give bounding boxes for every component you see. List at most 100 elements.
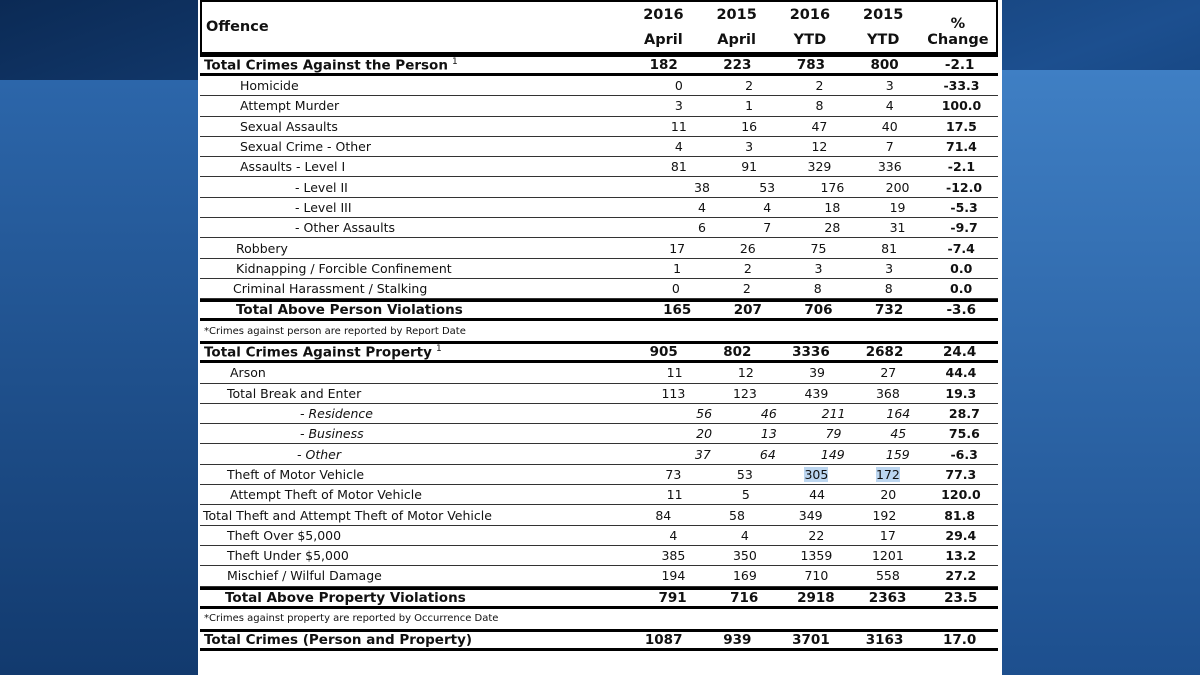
cell-value: 716: [708, 590, 780, 606]
value-text: 3: [885, 260, 894, 276]
value-text: 44: [809, 487, 826, 503]
value-text: 27: [880, 365, 897, 381]
value-text: 1: [673, 260, 682, 276]
value-text: -2.1: [944, 57, 975, 73]
value-text: 23.5: [944, 589, 978, 606]
value-text: 81: [881, 240, 898, 256]
label-text: Homicide: [240, 78, 299, 94]
value-text: 20: [696, 426, 713, 442]
row-label: Assaults - Level I: [200, 159, 644, 174]
label-text: Robbery: [236, 240, 288, 256]
cell-value: 22: [781, 528, 853, 543]
value-text: 149: [820, 446, 845, 462]
value-text: 336: [877, 159, 902, 175]
value-text: 3: [745, 139, 754, 155]
value-text: 6: [698, 220, 706, 236]
cell-value: 17: [852, 528, 924, 543]
cell-value: 2: [711, 281, 782, 296]
cell-value: 0.0: [924, 281, 998, 296]
value-text: 39: [809, 365, 826, 381]
cell-value: 17: [642, 241, 713, 256]
value-text: 3336: [792, 344, 830, 361]
value-text: 4: [740, 527, 749, 543]
row-label: Robbery: [200, 241, 642, 256]
row-label: Homicide: [200, 78, 644, 93]
value-text: 2: [815, 78, 824, 94]
value-text: 207: [733, 302, 762, 319]
cell-value: 120.0: [924, 487, 998, 502]
header-row: Offence 2016 April 2015 April 2016 YTD 2015 YTD%…: [200, 0, 998, 54]
cell-value: 11: [639, 487, 710, 502]
value-text: 73: [665, 466, 682, 482]
value-text: 17.0: [943, 631, 977, 648]
value-text: 24.4: [943, 344, 977, 361]
cell-value: 368: [852, 386, 924, 401]
data-row: Attempt Murder 3 1 8 4 100.0: [200, 96, 998, 117]
label-text: Attempt Murder: [240, 98, 340, 114]
footnote-mark: 1: [451, 56, 458, 67]
cell-value: 169: [709, 568, 781, 583]
cell-value: 2363: [852, 590, 924, 606]
value-text: 58: [729, 507, 745, 523]
header-text: 2015: [862, 6, 904, 23]
footnote: *Crimes against person are reported by R…: [204, 325, 466, 337]
cell-value: 1359: [781, 548, 853, 563]
value-text: 165: [663, 302, 692, 319]
cell-value: 75.6: [931, 426, 998, 441]
value-text: 194: [661, 568, 686, 584]
label-text: Total Above Person Violations: [236, 302, 463, 319]
row-label: - Business: [200, 426, 672, 441]
cell-value: 46: [736, 406, 801, 421]
cell-value: 172: [852, 466, 924, 482]
cell-value: -6.3: [930, 447, 998, 462]
value-text: -6.3: [950, 446, 978, 462]
header-text: 2016: [789, 6, 831, 23]
value-text: 4: [763, 199, 772, 215]
header-text: YTD: [866, 31, 900, 48]
cell-value: 2682: [848, 344, 922, 360]
cell-value: 3: [644, 98, 714, 113]
cell-value: 100.0: [925, 98, 998, 113]
value-text: 7: [763, 220, 772, 236]
data-row: Assaults - Level I 81 91 329 336 -2.1: [200, 157, 998, 178]
cell-value: 8: [784, 98, 854, 113]
cell-value: 24.4: [921, 344, 998, 360]
value-text: 710: [804, 568, 829, 584]
value-text: -2.1: [947, 159, 976, 175]
data-row: Criminal Harassment / Stalking 0 2 8 8 0.0: [200, 279, 998, 300]
cell-value: 53: [709, 467, 781, 482]
value-text: 28.7: [948, 406, 980, 422]
value-text: 169: [732, 568, 757, 584]
label-text: - Residence: [300, 406, 373, 422]
value-text: 5: [741, 487, 750, 503]
cell-value: 39: [781, 365, 852, 380]
cell-value: 176: [800, 180, 865, 195]
data-row: Robbery 17 26 75 81 -7.4: [200, 238, 998, 259]
cell-value: 3: [783, 261, 854, 276]
data-row: Mischief / Wilful Damage 194 169 710 558 27.2: [200, 566, 998, 587]
cell-value: 336: [855, 159, 925, 174]
value-text: 2: [743, 260, 752, 276]
cell-value: 56: [672, 406, 737, 421]
value-text: 2682: [865, 344, 904, 361]
value-text: 8: [884, 281, 893, 297]
cell-value: 19: [865, 200, 930, 215]
header-column: 2016 YTD: [773, 2, 846, 52]
value-text: 81: [670, 159, 687, 175]
label-text: Assaults - Level I: [240, 159, 346, 175]
value-text: 439: [804, 385, 829, 401]
cell-value: 28.7: [931, 406, 998, 421]
cell-value: 17.5: [925, 119, 998, 134]
value-text: 7: [885, 139, 894, 155]
cell-value: 4: [709, 528, 781, 543]
row-label: Total Crimes (Person and Property): [200, 632, 627, 648]
value-text: 0: [674, 78, 683, 94]
cell-value: -9.7: [930, 220, 998, 235]
value-text: 100.0: [941, 98, 982, 114]
data-row: Sexual Assaults 11 16 47 40 17.5: [200, 117, 998, 137]
value-text: 13: [760, 426, 777, 442]
cell-value: 4: [669, 200, 734, 215]
cell-value: 12: [784, 139, 854, 154]
cell-value: 77.3: [924, 467, 998, 482]
row-label: Total Above Person Violations: [200, 302, 642, 318]
